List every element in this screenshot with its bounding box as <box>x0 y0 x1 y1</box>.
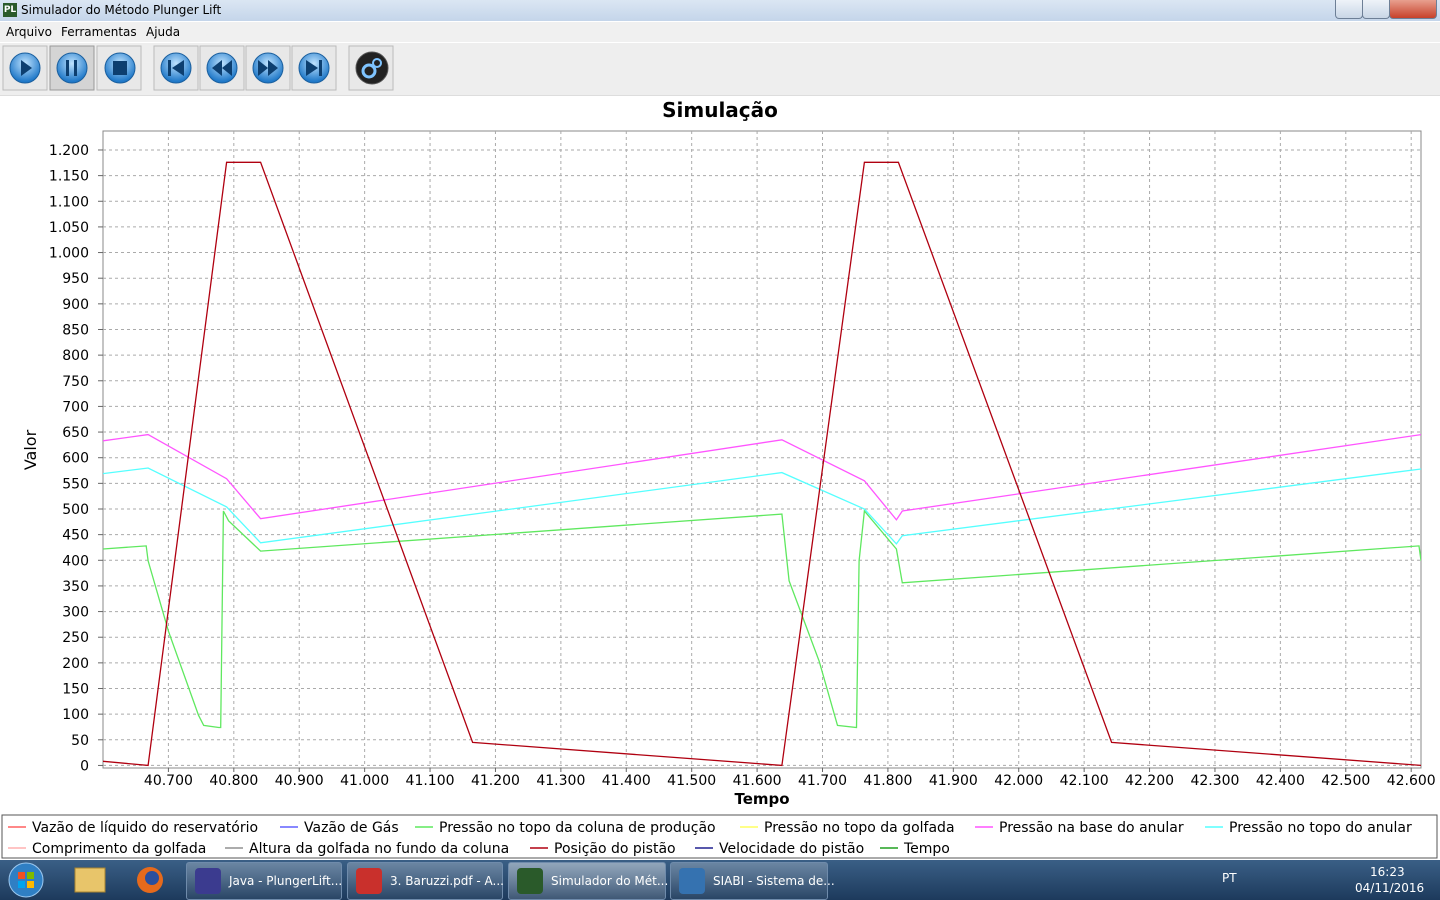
y-tick-label: 100 <box>62 707 89 723</box>
x-axis-label: Tempo <box>734 790 789 808</box>
x-tick-label: 41.000 <box>340 773 389 789</box>
app-icon: PL <box>3 3 17 17</box>
x-tick-label: 41.800 <box>863 773 912 789</box>
language-indicator[interactable]: PT <box>1222 871 1237 885</box>
toolbar <box>0 43 1440 96</box>
y-tick-label: 800 <box>62 348 89 364</box>
legend-label: Pressão no topo do anular <box>1229 820 1412 836</box>
x-tick-label: 40.900 <box>275 773 324 789</box>
y-tick-label: 450 <box>62 528 89 544</box>
y-tick-label: 650 <box>62 425 89 441</box>
y-tick-label: 250 <box>62 630 89 646</box>
rewind-button[interactable] <box>199 45 245 91</box>
x-tick-label: 41.700 <box>798 773 847 789</box>
x-tick-label: 42.100 <box>1060 773 1109 789</box>
x-tick-label: 42.600 <box>1387 773 1436 789</box>
x-tick-label: 42.300 <box>1190 773 1239 789</box>
x-tick-label: 41.100 <box>406 773 455 789</box>
y-axis-label: Valor <box>21 429 40 470</box>
taskbar-icons <box>8 862 163 898</box>
taskbar: Java - PlungerLift... 3. Baruzzi.pdf - A… <box>0 860 1440 900</box>
window-title: Simulador do Método Plunger Lift <box>21 3 222 17</box>
x-tick-label: 40.800 <box>209 773 258 789</box>
y-tick-label: 750 <box>62 374 89 390</box>
series-line <box>103 467 1421 545</box>
forward-button[interactable] <box>245 45 291 91</box>
x-tick-label: 41.200 <box>471 773 520 789</box>
settings-button[interactable] <box>348 45 394 91</box>
y-tick-label: 350 <box>62 579 89 595</box>
y-tick-label: 400 <box>62 553 89 569</box>
series-line <box>103 161 1421 767</box>
legend-box <box>1 814 1438 859</box>
y-tick-label: 950 <box>62 271 89 287</box>
play-button[interactable] <box>2 45 48 91</box>
taskbar-item[interactable]: 3. Baruzzi.pdf - A... <box>347 862 504 900</box>
first-button[interactable] <box>153 45 199 91</box>
pause-button[interactable] <box>49 45 95 91</box>
taskbar-item[interactable]: Java - PlungerLift... <box>186 862 342 900</box>
menu-item[interactable]: Ferramentas <box>61 25 137 39</box>
last-button[interactable] <box>291 45 337 91</box>
x-tick-label: 41.600 <box>733 773 782 789</box>
maximize-button[interactable] <box>1362 0 1390 19</box>
y-tick-label: 1.000 <box>49 246 89 262</box>
legend-label: Comprimento da golfada <box>32 841 206 857</box>
y-tick-label: 150 <box>62 682 89 698</box>
chart-title: Simulação <box>662 98 778 122</box>
clock-time[interactable]: 16:23 <box>1370 865 1405 879</box>
legend-label: Altura da golfada no fundo da coluna <box>249 841 509 857</box>
legend-label: Vazão de líquido do reservatório <box>32 820 258 836</box>
y-tick-label: 0 <box>80 758 89 774</box>
y-tick-label: 200 <box>62 656 89 672</box>
x-tick-label: 41.900 <box>929 773 978 789</box>
minimize-button[interactable] <box>1335 0 1363 19</box>
y-tick-label: 600 <box>62 451 89 467</box>
taskbar-item[interactable]: Simulador do Mét... <box>508 862 668 900</box>
explorer-button[interactable] <box>74 867 106 893</box>
menu-item[interactable]: Ajuda <box>146 25 181 39</box>
y-tick-label: 50 <box>71 733 89 749</box>
menu-item[interactable]: Arquivo <box>6 25 52 39</box>
y-tick-label: 500 <box>62 502 89 518</box>
menu-bar: Arquivo Ferramentas Ajuda <box>0 22 1440 42</box>
x-tick-label: 41.400 <box>602 773 651 789</box>
y-tick-label: 1.150 <box>49 169 89 185</box>
y-tick-label: 700 <box>62 399 89 415</box>
x-tick-label: 42.000 <box>994 773 1043 789</box>
legend-label: Pressão no topo da golfada <box>764 820 955 836</box>
y-tick-label: 1.050 <box>49 220 89 236</box>
legend-label: Velocidade do pistão <box>719 841 864 857</box>
x-tick-label: 42.200 <box>1125 773 1174 789</box>
legend-label: Pressão no topo da coluna de produção <box>439 820 716 836</box>
stop-button[interactable] <box>96 45 142 91</box>
legend-label: Posição do pistão <box>554 841 676 857</box>
y-tick-label: 550 <box>62 476 89 492</box>
legend-label: Tempo <box>903 841 950 857</box>
y-tick-label: 1.200 <box>49 143 89 159</box>
legend-label: Pressão na base do anular <box>999 820 1184 836</box>
series-line <box>103 509 1421 729</box>
y-tick-label: 1.100 <box>49 194 89 210</box>
x-tick-label: 40.700 <box>144 773 193 789</box>
legend-label: Vazão de Gás <box>304 820 399 836</box>
start-button[interactable] <box>8 862 44 898</box>
x-tick-label: 41.500 <box>667 773 716 789</box>
clock-date[interactable]: 04/11/2016 <box>1355 881 1425 895</box>
y-tick-label: 300 <box>62 605 89 621</box>
firefox-button[interactable] <box>137 867 163 893</box>
title-bar: PL Simulador do Método Plunger Lift <box>0 0 1440 21</box>
chart: Simulação 0 50 100 150 200 250 300 350 400 450 500 5… <box>1 98 1438 859</box>
x-tick-label: 41.300 <box>536 773 585 789</box>
taskbar-item[interactable]: SIABI - Sistema de... <box>670 862 835 900</box>
plot-area <box>102 130 1422 769</box>
series-line <box>103 433 1421 521</box>
x-tick-label: 42.400 <box>1256 773 1305 789</box>
x-tick-label: 42.500 <box>1321 773 1370 789</box>
y-tick-label: 850 <box>62 322 89 338</box>
toolbar-icons <box>2 45 394 91</box>
close-button[interactable] <box>1389 0 1437 19</box>
y-tick-label: 900 <box>62 297 89 313</box>
